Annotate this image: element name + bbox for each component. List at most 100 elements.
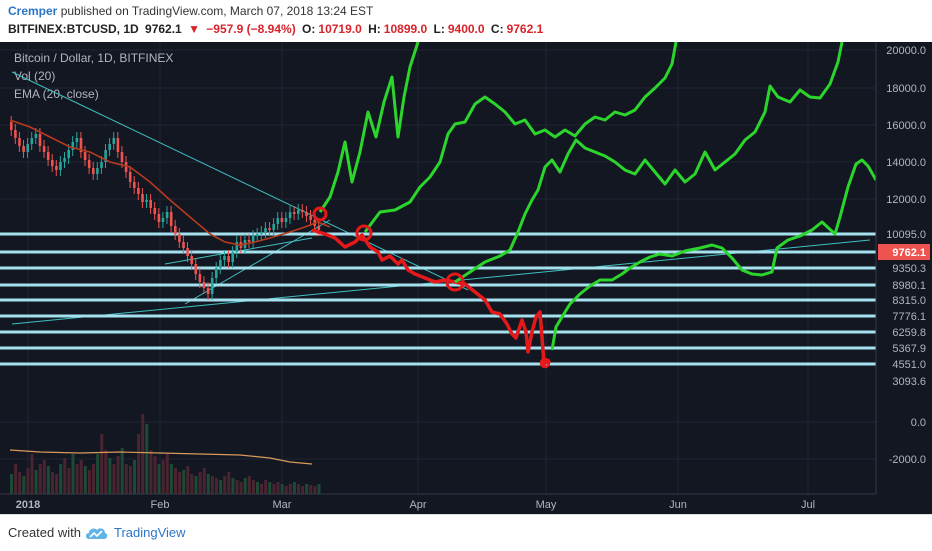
ema-line	[9, 119, 331, 246]
volume-bar	[317, 484, 321, 494]
candle-body	[284, 218, 288, 222]
volume-ma-line	[9, 449, 313, 465]
volume-bar	[169, 464, 173, 494]
candle-body	[22, 146, 25, 152]
volume-bar	[186, 466, 190, 494]
price-chart[interactable]: Bitcoin / Dollar, 1D, BITFINEX Vol (20) …	[0, 41, 932, 514]
volume-bar	[297, 484, 300, 494]
price-label: 5367.9	[892, 343, 926, 355]
marker-circle-3[interactable]	[445, 272, 465, 292]
volume-bar	[14, 464, 18, 494]
volume-bar	[276, 482, 280, 494]
volume-bar	[10, 474, 13, 494]
author-link[interactable]: Cremper	[8, 4, 58, 18]
symbol-label[interactable]: BITFINEX:BTCUSD, 1D	[8, 22, 139, 36]
ohlc-line: BITFINEX:BTCUSD, 1D 9762.1 ▼ −957.9 (−8.…	[8, 22, 546, 36]
price-axis[interactable]	[876, 42, 932, 494]
volume-bar	[128, 466, 132, 494]
volume-bar	[292, 482, 296, 494]
candle-body	[112, 138, 116, 144]
candle-body	[137, 188, 140, 194]
price-label: 3093.6	[892, 376, 926, 388]
price-label: 10095.0	[886, 229, 926, 241]
candle-body	[169, 212, 173, 226]
price-label: 6259.8	[892, 327, 926, 339]
volume-bar	[256, 482, 259, 494]
price-label: 4551.0	[892, 359, 926, 371]
volume-bar	[280, 484, 284, 494]
volume-bar	[219, 480, 223, 494]
price-change: −957.9 (−8.94%)	[206, 22, 296, 36]
volume-bar	[251, 480, 255, 494]
time-label: Jun	[669, 499, 687, 511]
time-label: Apr	[409, 499, 426, 511]
candle-body	[288, 212, 292, 218]
candle-body	[190, 256, 193, 264]
legend-vol: Vol (20)	[14, 69, 55, 83]
chart-area[interactable]: Bitcoin / Dollar, 1D, BITFINEX Vol (20) …	[0, 41, 932, 514]
time-label: 2018	[16, 499, 40, 511]
candle-body	[251, 236, 255, 242]
candles	[10, 116, 321, 300]
volume-bar	[206, 474, 210, 494]
candle-body	[42, 146, 46, 152]
price-label: -2000.0	[889, 454, 926, 466]
candle-body	[309, 216, 312, 220]
forecast-green-1[interactable]	[318, 41, 420, 213]
volume-bar	[215, 478, 218, 494]
volume-bar	[239, 482, 243, 494]
volume-bar	[59, 464, 63, 494]
volume-bar	[165, 454, 169, 494]
candle-body	[30, 138, 34, 144]
volume-bar	[63, 458, 67, 494]
candle-body	[79, 138, 83, 152]
marker-circle-4[interactable]	[539, 357, 551, 369]
price-label: 9350.3	[892, 263, 926, 275]
candle-body	[301, 210, 304, 212]
price-label: 9762.1	[892, 247, 926, 259]
footer: Created with TradingView	[0, 514, 932, 551]
candle-body	[124, 162, 128, 172]
volume-bar	[190, 474, 194, 494]
forecast-green-4[interactable]	[550, 158, 878, 351]
candle-body	[92, 168, 95, 174]
candle-body	[46, 152, 50, 160]
chart-header: Cremper published on TradingView.com, Ma…	[0, 0, 932, 42]
volume-bar	[145, 424, 149, 494]
forecast-red-path[interactable]	[311, 228, 551, 366]
candle-body	[305, 212, 308, 216]
volume-bar	[67, 468, 71, 494]
candle-body	[264, 228, 267, 232]
volume-bar	[71, 454, 75, 494]
candle-body	[128, 172, 132, 182]
volume-bar	[260, 484, 264, 494]
marker-circle-2[interactable]	[355, 224, 373, 242]
high-label: H:	[368, 22, 381, 36]
volume-bar	[231, 478, 235, 494]
volume-bar	[243, 478, 247, 494]
candle-body	[231, 252, 234, 262]
candle-body	[83, 152, 87, 160]
candle-body	[178, 234, 181, 242]
volume-bar	[301, 486, 305, 494]
candle-body	[219, 260, 222, 268]
support-levels	[0, 232, 876, 366]
volume-bar	[104, 450, 108, 494]
forecast-green-2[interactable]	[363, 41, 678, 233]
tradingview-link[interactable]: TradingView	[114, 525, 186, 540]
price-label: 0.0	[911, 417, 926, 429]
candle-body	[120, 152, 124, 162]
time-axis[interactable]	[0, 494, 932, 514]
volume-bar	[46, 466, 50, 494]
last-price: 9762.1	[145, 22, 182, 36]
price-label: 7776.1	[892, 311, 926, 323]
candle-body	[256, 234, 259, 236]
marker-circle-1[interactable]	[312, 206, 328, 222]
forecast-green-3[interactable]	[454, 41, 844, 284]
price-label: 14000.0	[886, 157, 926, 169]
trend-line-1[interactable]	[11, 71, 469, 291]
candle-body	[133, 182, 136, 188]
volume-bar	[141, 414, 145, 494]
low-label: L:	[433, 22, 445, 36]
volume-bar	[30, 454, 34, 494]
